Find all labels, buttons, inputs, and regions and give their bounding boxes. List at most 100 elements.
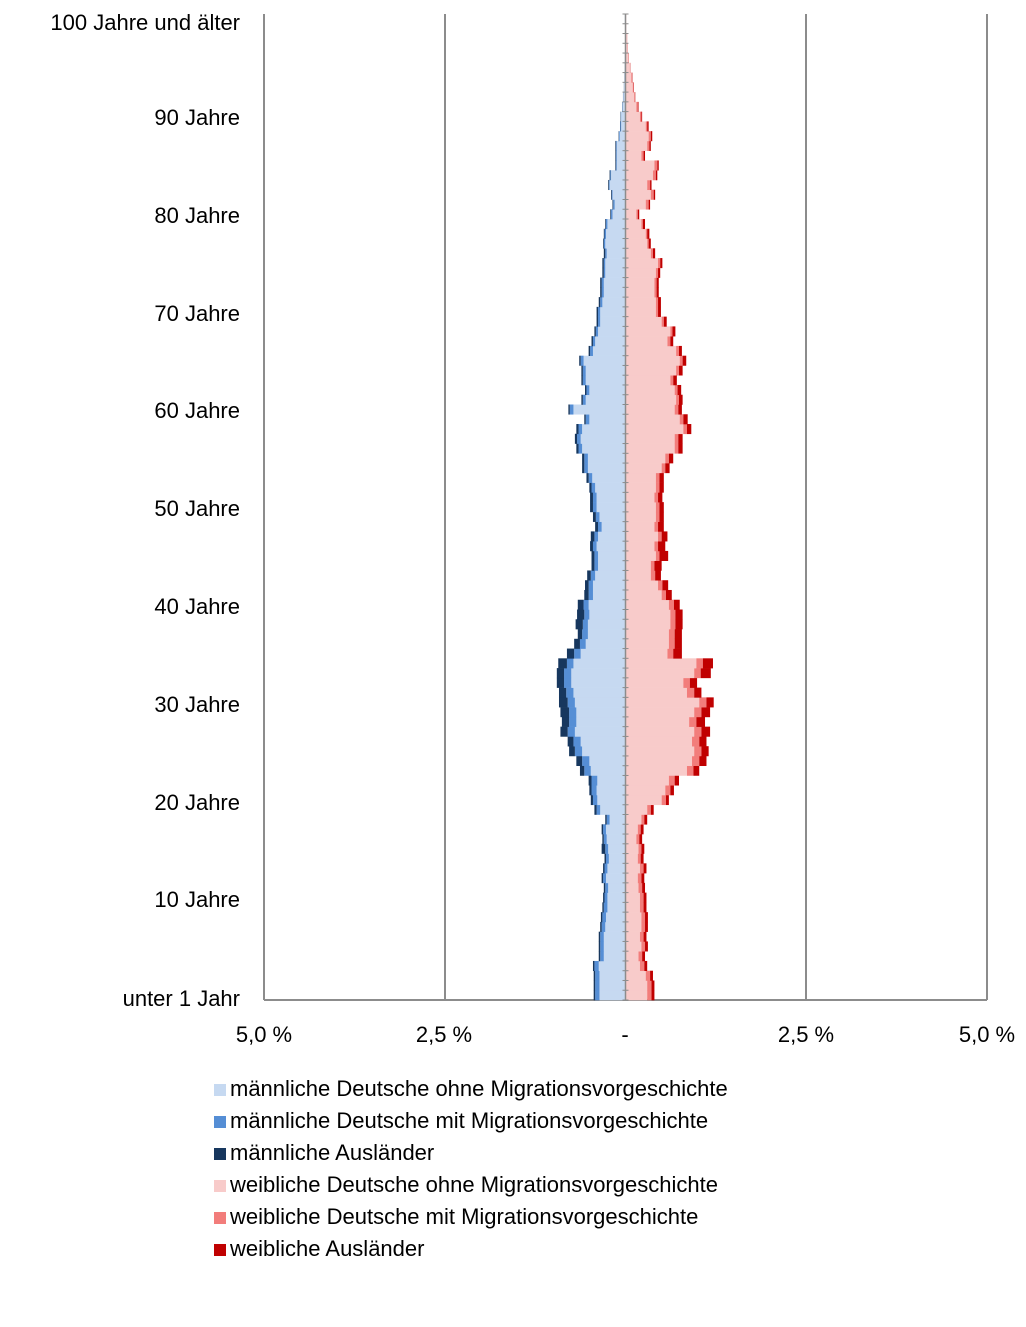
bar-female-age-68-series-3 [625,326,671,337]
bar-female-age-89-series-4 [645,121,648,132]
bar-male-age-19-series-2 [594,804,597,815]
bar-female-age-39-series-4 [670,609,676,620]
y-tick-label: 30 Jahre [154,692,240,717]
bar-female-age-22-series-5 [674,775,680,786]
bar-male-age-90-series-0 [621,111,626,122]
bar-female-age-38-series-3 [625,619,671,630]
bar-male-age-13-series-2 [603,863,605,874]
bar-female-age-43-series-4 [650,570,656,581]
bar-female-age-42-series-4 [658,580,663,591]
bar-female-age-50-series-5 [659,502,664,513]
bar-female-age-20-series-3 [625,794,662,806]
legend-label: männliche Deutsche mit Migrationsvorgesc… [230,1108,709,1133]
bar-male-age-39-series-1 [584,609,590,620]
legend-swatch [214,1180,226,1192]
bar-female-age-80-series-4 [636,209,638,220]
bar-male-age-49-series-0 [599,511,626,522]
bar-female-age-68-series-4 [670,326,673,337]
bar-male-age-14-series-0 [608,853,626,864]
bar-female-age-61-series-3 [625,394,677,405]
bar-male-age-8-series-1 [602,912,606,923]
bar-male-age-73-series-1 [601,277,604,288]
bar-male-age-77-series-2 [603,238,604,249]
legend-label: weibliche Deutsche mit Migrationsvorgesc… [230,1204,699,1229]
bar-female-age-70-series-4 [655,306,659,317]
bar-male-age-5-series-0 [603,941,626,952]
bar-male-age-69-series-0 [600,316,626,327]
bar-female-age-9-series-5 [643,902,647,913]
bar-male-age-42-series-0 [592,580,626,591]
bar-female-age-2-series-4 [645,970,651,981]
bar-male-age-24-series-2 [576,755,583,767]
bar-male-age-33-series-2 [556,668,565,679]
bar-female-age-34-series-5 [702,658,713,669]
bar-male-age-24-series-1 [582,755,590,767]
bar-male-age-43-series-0 [595,570,626,581]
bar-female-age-35-series-5 [673,648,682,659]
bar-male-age-1-series-1 [595,980,600,991]
legend: männliche Deutsche ohne Migrationsvorges… [214,1073,728,1265]
bar-male-age-41-series-1 [588,589,593,601]
legend-item-male-foreigners: männliche Ausländer [214,1137,728,1169]
bar-male-age-27-series-0 [574,726,626,737]
bar-male-age-81-series-2 [612,199,614,210]
bar-male-age-37-series-0 [587,629,626,640]
bar-female-age-13-series-5 [643,863,647,874]
bar-female-age-1-series-5 [651,980,655,991]
bar-female-age-69-series-4 [661,316,664,327]
bar-male-age-82-series-0 [612,189,626,200]
bar-male-age-80-series-1 [611,209,613,220]
bar-male-age-52-series-1 [591,482,596,493]
bar-female-age-81-series-3 [625,199,646,210]
bar-female-age-44-series-4 [650,560,655,571]
bar-female-age-37-series-5 [674,629,682,640]
bar-female-age-8-series-4 [641,912,646,923]
bar-male-age-75-series-2 [602,258,604,269]
bar-male-age-40-series-2 [577,599,584,610]
bar-female-age-39-series-3 [625,609,671,620]
bar-female-age-36-series-4 [668,638,675,649]
bar-male-age-74-series-0 [605,267,626,278]
bar-male-age-22-series-1 [591,775,598,786]
bar-male-age-57-series-2 [574,433,578,444]
bar-male-age-56-series-1 [578,443,583,454]
bar-female-age-85-series-5 [657,160,659,171]
bar-female-age-54-series-5 [665,463,670,474]
bar-female-age-62-series-5 [677,384,682,396]
bar-female-age-40-series-4 [668,599,674,610]
legend-label: weibliche Deutsche ohne Migrationsvorges… [230,1172,718,1197]
bar-female-age-36-series-3 [625,638,669,649]
x-axis-tick-labels: 5,0 % 2,5 % - 2,5 % 5,0 % [236,1022,1015,1047]
bar-male-age-55-series-2 [582,453,585,464]
bar-female-age-22-series-3 [625,775,669,786]
bar-male-age-66-series-0 [592,345,626,356]
female-bars [625,14,714,1001]
bar-female-age-19-series-4 [647,804,651,815]
bar-female-age-67-series-4 [667,336,671,347]
bar-female-age-49-series-5 [659,511,664,522]
bar-male-age-65-series-1 [580,355,584,366]
bar-female-age-26-series-5 [699,736,707,747]
bar-female-age-36-series-5 [674,638,682,649]
bar-female-age-78-series-4 [645,228,648,239]
bar-male-age-32-series-0 [571,677,626,688]
bar-male-age-1-series-2 [593,980,596,991]
bar-male-age-9-series-1 [603,902,608,913]
bar-female-age-71-series-3 [625,297,656,308]
bar-male-age-42-series-1 [588,580,593,591]
bar-female-age-89-series-5 [647,121,649,132]
bar-female-age-75-series-3 [625,258,659,269]
bar-female-age-10-series-3 [625,892,640,903]
bar-female-age-53-series-3 [625,472,656,483]
bar-male-age-0-series-0 [599,990,626,1001]
bar-male-age-6-series-0 [603,931,626,942]
bar-male-age-34-series-0 [573,658,626,669]
bar-female-age-87-series-4 [647,140,650,151]
bar-female-age-85-series-3 [625,160,655,171]
bar-male-age-29-series-2 [560,707,570,718]
bar-female-age-26-series-3 [625,736,693,747]
bar-male-age-18-series-2 [605,814,607,825]
bar-male-age-30-series-1 [567,697,575,708]
bar-male-age-77-series-0 [605,238,626,249]
bar-male-age-28-series-1 [569,716,577,727]
